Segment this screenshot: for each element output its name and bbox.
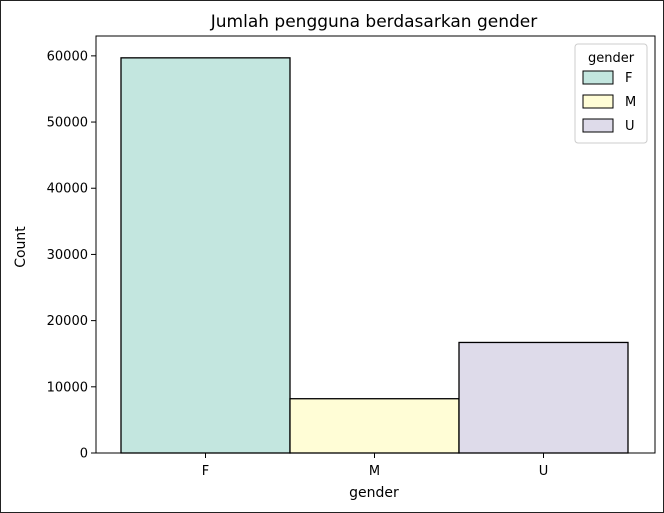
plot-frame [95, 35, 656, 454]
x-tick-label: U [539, 464, 549, 479]
bars [120, 57, 629, 454]
y-tick-label: 30000 [47, 248, 88, 263]
legend-swatch-m [582, 94, 614, 109]
y-tick-label: 10000 [47, 380, 88, 395]
y-tick-label: 40000 [47, 182, 88, 197]
legend: gender FMU [574, 43, 648, 144]
y-tick-label: 0 [80, 447, 88, 462]
x-tick-label: F [202, 464, 209, 479]
legend-swatch-u [582, 118, 614, 133]
legend-label-f: F [625, 71, 632, 86]
y-tick-label: 20000 [47, 314, 88, 329]
y-axis-label: Count [13, 226, 29, 268]
legend-label-u: U [625, 119, 635, 134]
y-tick-label: 50000 [47, 116, 88, 131]
bar-f [120, 57, 291, 454]
axes [95, 35, 656, 454]
x-axis-label: gender [349, 485, 399, 501]
legend-swatch-f [582, 70, 614, 85]
legend-frame [574, 43, 648, 144]
x-tick-label: M [369, 464, 380, 479]
legend-title: gender [588, 51, 635, 66]
legend-label-m: M [625, 95, 636, 110]
y-axis-ticks: 0 10000 20000 30000 40000 50000 60000 [47, 49, 96, 462]
bar-u [458, 341, 629, 454]
chart-title: Jumlah pengguna berdasarkan gender [210, 12, 537, 32]
bar-m [289, 398, 460, 454]
y-tick-label: 60000 [47, 49, 88, 64]
